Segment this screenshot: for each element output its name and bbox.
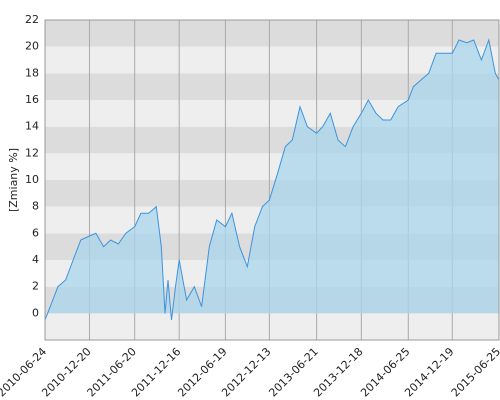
y-tick-label: 18 — [25, 66, 39, 79]
y-tick-label: 14 — [25, 120, 39, 133]
y-tick-label: 20 — [25, 40, 39, 53]
y-tick-label: 0 — [32, 306, 39, 319]
y-tick-label: 12 — [25, 146, 39, 159]
x-tick-label: 2015-06-25 — [449, 345, 500, 399]
y-tick-label: 4 — [32, 253, 39, 266]
y-tick-label: 22 — [25, 13, 39, 26]
grid-band — [45, 20, 499, 47]
y-tick-label: 8 — [32, 200, 39, 213]
y-tick-label: 16 — [25, 93, 39, 106]
y-tick-label: 10 — [25, 173, 39, 186]
y-axis-label: [Zmiany %] — [7, 148, 20, 212]
y-tick-label: 6 — [32, 226, 39, 239]
line — [44, 38, 500, 321]
plot-frame — [44, 19, 500, 341]
area-fill — [45, 40, 499, 320]
grid-band — [45, 46, 499, 74]
y-tick-label: 2 — [32, 280, 39, 293]
grid-band — [45, 313, 499, 340]
